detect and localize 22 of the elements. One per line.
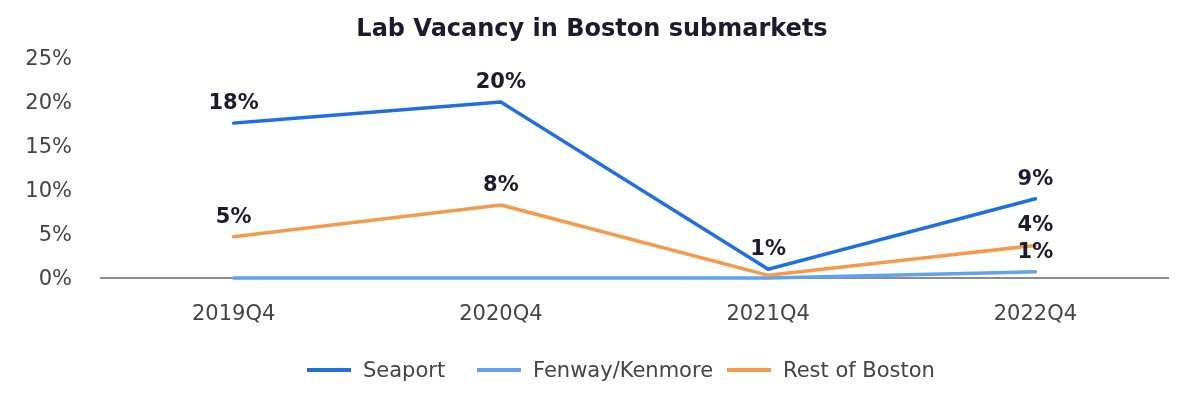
y-tick-label: 5% — [38, 222, 72, 247]
y-tick-label: 20% — [25, 90, 72, 115]
legend-label: Seaport — [363, 358, 446, 383]
legend-label: Fenway/Kenmore — [533, 358, 714, 383]
x-tick-label: 2019Q4 — [191, 301, 276, 325]
data-label: 9% — [1017, 165, 1054, 190]
data-label: 8% — [483, 171, 519, 196]
y-tick-label: 15% — [25, 134, 72, 159]
data-label: 1% — [750, 236, 786, 261]
data-label: 5% — [215, 203, 252, 228]
data-label: 4% — [1017, 212, 1054, 237]
y-tick-label: 25% — [25, 46, 72, 71]
x-tick-label: 2022Q4 — [993, 301, 1078, 325]
x-tick-label: 2020Q4 — [459, 301, 543, 325]
y-tick-label: 10% — [25, 178, 72, 203]
data-label: 20% — [475, 69, 527, 93]
data-label: 18% — [208, 90, 259, 115]
chart-title: Lab Vacancy in Boston submarkets — [356, 14, 828, 42]
legend-label: Rest of Boston — [783, 358, 935, 383]
x-tick-label: 2021Q4 — [726, 301, 810, 325]
y-tick-label: 0% — [38, 266, 72, 291]
data-label: 1% — [1017, 238, 1054, 263]
